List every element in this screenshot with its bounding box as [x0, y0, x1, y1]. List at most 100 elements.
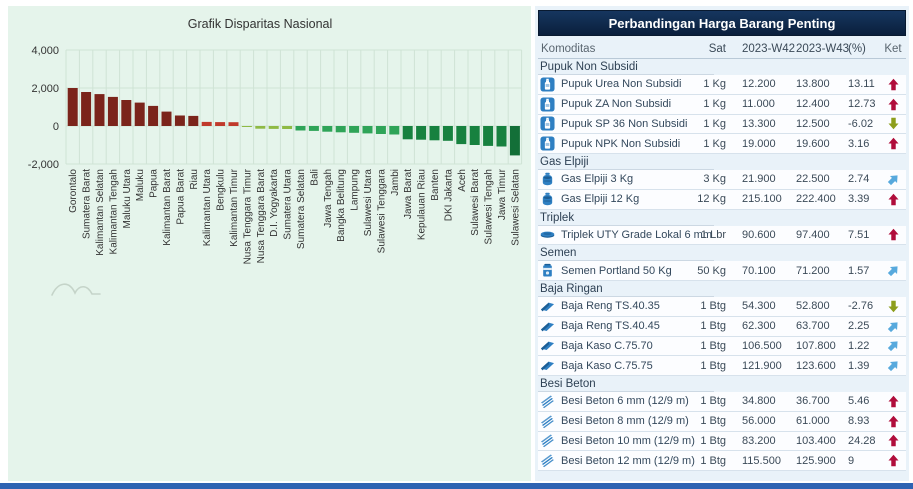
bar[interactable]: Jawa Timur: -1080: [496, 126, 507, 147]
bar[interactable]: Sulawesi Tengah: -1050: [483, 126, 494, 146]
price-w43-cell: 125.900: [796, 454, 836, 467]
x-axis-category-label: Lampung: [350, 169, 361, 211]
bar[interactable]: Riau: 530: [188, 115, 199, 126]
commodity-section-row: Baja Ringan: [538, 281, 906, 297]
bar[interactable]: Sulawesi Tenggara: -420: [375, 126, 386, 134]
x-axis-category-label: Sulawesi Tenggara: [376, 169, 387, 254]
commodity-name-cell: Pupuk NPK Non Subsidi: [538, 136, 692, 151]
x-axis-category-label: Nusa Tenggara Barat: [256, 169, 267, 264]
price-w43-cell: 71.200: [796, 264, 830, 277]
bar[interactable]: Lampung: -360: [349, 126, 360, 133]
trend-up-right-icon: [880, 264, 906, 277]
trend-up-icon: [880, 228, 906, 241]
price-w43-cell: 13.800: [796, 78, 830, 91]
bar[interactable]: Nusa Tenggara Barat: -140: [255, 126, 266, 129]
bar[interactable]: Bali: -260: [308, 126, 319, 131]
bar[interactable]: Kalimantan Utara: 215: [201, 121, 212, 126]
bar[interactable]: Kepulauan Riau: -720: [416, 126, 427, 140]
bar[interactable]: Jawa Barat: -700: [402, 126, 413, 140]
bar[interactable]: Papua Barat: 550: [174, 115, 185, 126]
x-axis-category-label: Sulawesi Barat: [470, 169, 481, 236]
price-w42-cell: 121.900: [742, 359, 782, 372]
gas-cylinder-icon: [540, 172, 555, 187]
trend-up-icon: [880, 137, 906, 150]
bar[interactable]: Sulawesi Utara: -390: [362, 126, 373, 134]
bar[interactable]: Jambi: -450: [389, 126, 400, 135]
bar[interactable]: D.I. Yogyakarta: -150: [268, 126, 279, 129]
commodity-row: Pupuk SP 36 Non Subsidi 1 Kg 13.300 12.500 -…: [538, 114, 906, 135]
column-header-sat: Sat: [708, 42, 726, 55]
price-w42-cell: 215.100: [742, 193, 782, 206]
unit-cell: 1 Kg: [703, 98, 726, 111]
bar[interactable]: Sumatera Selatan: -235: [295, 126, 306, 131]
bar[interactable]: DKI Jakarta: -780: [442, 126, 453, 141]
commodity-name-cell: Gas Elpiji 3 Kg: [538, 172, 692, 187]
commodity-row: Besi Beton 8 mm (12/9 m) 1 Btg 56.000 61.00…: [538, 411, 906, 432]
y-axis-tick-label: 2,000: [31, 83, 59, 95]
x-axis-category-label: Riau: [189, 169, 200, 190]
column-header-2023-w42: 2023-W42: [742, 42, 796, 55]
percent-change-cell: 9: [848, 454, 855, 467]
x-axis-category-label: Maluku: [135, 169, 146, 201]
bar[interactable]: Aceh: -950: [456, 126, 467, 145]
x-axis-category-label: Kalimantan Tengah: [108, 169, 119, 254]
bar[interactable]: Kalimantan Tengah: 1530: [107, 96, 118, 126]
unit-cell: 1 Btg: [700, 415, 726, 428]
bar[interactable]: Sulawesi Barat: -1000: [469, 126, 480, 145]
x-axis-category-label: Sulawesi Utara: [363, 169, 374, 237]
x-axis-category-label: Papua: [149, 169, 160, 198]
commodity-name: Baja Kaso C.75.70: [561, 339, 653, 352]
price-comparison-panel: Perbandingan Harga Barang Penting Komodi…: [535, 6, 909, 481]
percent-change-cell: 2.74: [848, 173, 870, 186]
percent-change-cell: 1.57: [848, 264, 870, 277]
bar[interactable]: Papua: 1060: [148, 105, 159, 126]
rebar-icon: [540, 414, 555, 429]
bar[interactable]: Jawa Tengah: -300: [322, 126, 333, 132]
bar[interactable]: Sumatera Barat: 1790: [81, 92, 92, 126]
x-axis-category-label: Bangka Belitung: [336, 169, 347, 242]
x-axis-category-label: Kalimantan Utara: [202, 169, 213, 247]
commodity-name-cell: Baja Kaso C.75.75: [538, 358, 692, 373]
bar[interactable]: Banten: -750: [429, 126, 440, 141]
trend-up-right-icon: [880, 320, 906, 333]
price-w42-cell: 90.600: [742, 228, 776, 241]
unit-cell: 1 Btg: [700, 434, 726, 447]
commodity-name: Pupuk Urea Non Subsidi: [561, 78, 682, 91]
trend-up-icon: [880, 98, 906, 111]
bar[interactable]: Sulawesi Selatan: -1550: [509, 126, 520, 156]
x-axis-category-label: Sulawesi Tengah: [484, 169, 495, 244]
bar[interactable]: Gorontalo: 2000: [67, 88, 78, 126]
commodity-name-cell: Besi Beton 8 mm (12/9 m): [538, 414, 692, 429]
price-w43-cell: 97.400: [796, 228, 830, 241]
percent-change-cell: 8.93: [848, 415, 870, 428]
commodity-name: Besi Beton 8 mm (12/9 m): [561, 415, 689, 428]
commodity-name-cell: Baja Kaso C.75.70: [538, 338, 692, 353]
bar[interactable]: Kalimantan Timur: 200: [228, 122, 239, 126]
price-w43-cell: 52.800: [796, 300, 830, 313]
plywood-icon: [540, 227, 555, 242]
bar[interactable]: Bangka Belitung: -330: [335, 126, 346, 133]
x-axis-category-label: Nusa Tenggara Timur: [242, 168, 253, 264]
unit-cell: 12 Kg: [697, 193, 726, 206]
bar[interactable]: Maluku: 1230: [134, 102, 145, 126]
x-axis-category-label: Sulawesi Selatan: [510, 169, 521, 246]
bar[interactable]: Kalimantan Selatan: 1680: [94, 94, 105, 126]
bar[interactable]: Nusa Tenggara Timur: -55: [241, 126, 252, 127]
table-title: Perbandingan Harga Barang Penting: [538, 10, 906, 36]
commodity-name: Baja Reng TS.40.35: [561, 300, 660, 313]
commodity-name: Pupuk NPK Non Subsidi: [561, 137, 681, 150]
percent-change-cell: 12.73: [848, 98, 876, 111]
price-w42-cell: 70.100: [742, 264, 776, 277]
commodity-section-label: Baja Ringan: [540, 283, 603, 295]
column-header-komoditas: Komoditas: [541, 42, 596, 55]
bar[interactable]: Sumatera Utara: -160: [282, 126, 293, 129]
commodity-row: Pupuk NPK Non Subsidi 1 Kg 19.000 19.600 3.1…: [538, 134, 906, 154]
x-axis-category-label: Kepulauan Riau: [417, 169, 428, 240]
percent-change-cell: 3.39: [848, 193, 870, 206]
commodity-section-row: Semen: [538, 245, 906, 262]
bar[interactable]: Bengkulu: 205: [215, 122, 226, 126]
bar[interactable]: Maluku Utara: 1370: [121, 100, 132, 126]
commodity-name-cell: Besi Beton 10 mm (12/9 m): [538, 433, 695, 448]
bar[interactable]: Kalimantan Barat: 760: [161, 111, 172, 126]
chart-title: Grafik Disparitas Nasional: [188, 17, 333, 31]
